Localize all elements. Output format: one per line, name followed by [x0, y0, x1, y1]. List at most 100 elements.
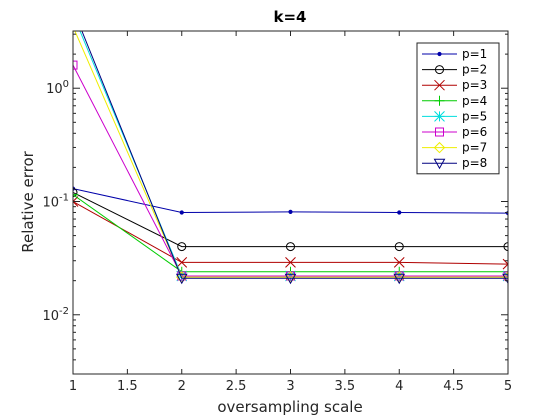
series-3	[73, 196, 508, 270]
legend-entry: p=8	[422, 156, 487, 170]
legend-entry: p=6	[422, 125, 487, 139]
circle-shape	[73, 188, 78, 198]
series-line	[73, 64, 508, 277]
series-7	[73, 31, 508, 283]
data-point	[502, 258, 508, 270]
x-tick-label: 3.5	[335, 379, 356, 394]
data-point	[176, 257, 188, 268]
data-point	[288, 209, 293, 214]
y-tick-label: 100	[46, 79, 69, 97]
legend-label: p=1	[462, 47, 487, 61]
circle-shape	[435, 65, 444, 75]
circle-shape	[177, 242, 187, 252]
square-shape	[73, 60, 78, 70]
x-tick-label: 2	[178, 379, 186, 394]
legend-box	[416, 42, 500, 175]
point-dot	[437, 51, 442, 57]
series-layer	[73, 31, 508, 285]
data-point	[285, 257, 296, 268]
diamond-shape	[284, 271, 297, 283]
triangle-shape	[502, 273, 508, 285]
data-point	[284, 271, 297, 283]
data-point	[393, 273, 406, 285]
series-line	[74, 31, 508, 278]
data-point	[393, 257, 405, 268]
legend-marker	[434, 79, 445, 91]
y-tick-base: 10	[42, 309, 59, 324]
diamond-shape	[502, 271, 508, 283]
diamond-shape	[176, 271, 188, 283]
point-dot	[288, 209, 293, 214]
y-tick-base: 10	[46, 82, 63, 97]
legend-marker	[434, 95, 445, 106]
legend-marker	[433, 158, 446, 170]
legend-label: p=7	[462, 141, 487, 155]
legend-entry: p=3	[422, 78, 487, 92]
data-point	[177, 242, 187, 252]
y-tick-exponent: -1	[59, 192, 69, 203]
y-tick-exponent: 0	[63, 79, 69, 90]
series-line	[81, 31, 508, 279]
x-shape	[393, 257, 405, 268]
diamond-shape	[433, 141, 446, 154]
data-point	[394, 242, 404, 252]
point-dot	[179, 210, 184, 215]
circle-shape	[394, 242, 404, 252]
x-shape	[73, 196, 79, 207]
data-point	[176, 271, 188, 283]
x-shape	[502, 258, 508, 270]
data-point	[503, 242, 508, 252]
series-2	[73, 188, 508, 252]
x-tick-label: 3	[286, 379, 294, 394]
legend-marker	[433, 141, 446, 154]
legend-label: p=8	[462, 156, 487, 170]
data-point	[397, 210, 402, 215]
data-point	[175, 273, 188, 285]
x-tick-label: 1	[69, 379, 77, 394]
circle-shape	[286, 242, 295, 252]
data-point	[393, 271, 405, 283]
y-tick-label: 10-1	[42, 192, 69, 210]
legend-label: p=5	[462, 109, 487, 123]
legend-marker	[435, 127, 444, 137]
star-shape	[434, 111, 445, 122]
legend-label: p=2	[462, 63, 487, 77]
x-shape	[285, 257, 296, 268]
point-dot	[397, 210, 402, 215]
series-line	[73, 192, 508, 248]
legend-label: p=3	[462, 78, 487, 92]
x-axis-label: oversampling scale	[217, 398, 362, 416]
x-tick-label: 5	[504, 379, 512, 394]
data-point	[73, 60, 78, 70]
y-tick-label: 10-2	[42, 306, 69, 324]
x-shape	[434, 79, 445, 91]
triangle-shape	[175, 273, 188, 285]
y-tick-exponent: -2	[59, 306, 69, 317]
chart-title: k=4	[274, 8, 307, 26]
square-shape	[435, 127, 444, 137]
x-shape	[176, 257, 188, 268]
x-tick-label: 1.5	[117, 379, 138, 394]
data-point	[73, 196, 79, 207]
legend-entry: p=7	[422, 141, 487, 155]
data-point	[502, 271, 508, 283]
y-axis-label: Relative error	[19, 150, 37, 252]
legend-entry: p=2	[422, 63, 487, 77]
x-tick-label: 4	[395, 379, 403, 394]
legend-label: p=4	[462, 94, 487, 108]
triangle-shape	[433, 158, 446, 170]
legend-marker	[435, 65, 444, 75]
triangle-shape	[393, 273, 406, 285]
plus-shape	[73, 189, 78, 200]
legend-label: p=6	[462, 125, 487, 139]
x-tick-label: 4.5	[443, 379, 464, 394]
data-point	[502, 273, 508, 285]
legend: p=1 p=2p=3 p=4p=5 p=6 p=7p=8	[416, 42, 500, 175]
y-tick-base: 10	[42, 195, 59, 210]
data-point	[179, 210, 184, 215]
legend-entry: p=5	[422, 109, 487, 123]
circle-shape	[503, 242, 508, 252]
x-tick-label: 2.5	[226, 379, 247, 394]
